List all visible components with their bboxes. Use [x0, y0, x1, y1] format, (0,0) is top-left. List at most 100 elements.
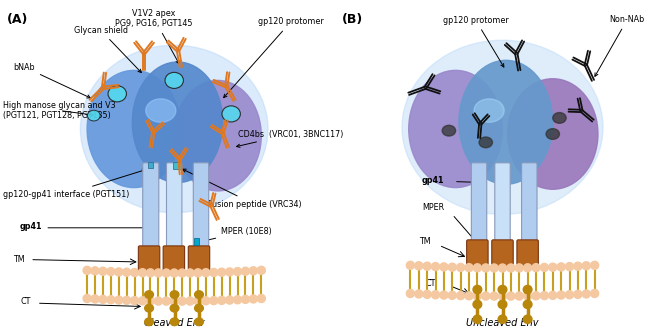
Ellipse shape — [498, 315, 507, 323]
Circle shape — [423, 290, 431, 298]
Text: MPER (10E8): MPER (10E8) — [204, 227, 272, 242]
Ellipse shape — [508, 79, 598, 189]
Ellipse shape — [473, 315, 482, 323]
FancyBboxPatch shape — [188, 246, 210, 273]
Circle shape — [91, 295, 99, 303]
Ellipse shape — [459, 60, 553, 184]
Ellipse shape — [146, 99, 176, 122]
Circle shape — [540, 263, 548, 271]
Ellipse shape — [553, 113, 566, 123]
Circle shape — [107, 296, 115, 304]
Circle shape — [178, 269, 186, 277]
FancyBboxPatch shape — [166, 163, 182, 248]
Circle shape — [465, 264, 473, 272]
Circle shape — [194, 297, 202, 305]
FancyBboxPatch shape — [472, 163, 486, 243]
Circle shape — [565, 263, 574, 271]
Circle shape — [194, 269, 202, 277]
Circle shape — [440, 263, 448, 271]
Circle shape — [154, 269, 162, 277]
Circle shape — [234, 268, 242, 276]
Circle shape — [507, 264, 515, 272]
Circle shape — [241, 295, 249, 304]
Circle shape — [123, 268, 131, 276]
Ellipse shape — [473, 285, 482, 294]
Circle shape — [210, 296, 218, 305]
Ellipse shape — [498, 300, 507, 309]
Circle shape — [431, 291, 440, 299]
FancyBboxPatch shape — [492, 240, 513, 268]
Circle shape — [178, 297, 186, 305]
Circle shape — [557, 291, 565, 299]
Circle shape — [482, 264, 490, 272]
Circle shape — [147, 269, 155, 277]
Circle shape — [202, 269, 210, 277]
FancyBboxPatch shape — [143, 163, 159, 248]
Text: (A): (A) — [7, 13, 28, 26]
Circle shape — [423, 262, 431, 270]
Circle shape — [473, 292, 481, 300]
Circle shape — [210, 268, 218, 276]
Ellipse shape — [170, 318, 179, 326]
FancyBboxPatch shape — [522, 163, 537, 243]
Ellipse shape — [108, 86, 127, 102]
Ellipse shape — [523, 300, 532, 309]
Text: Glycan shield: Glycan shield — [74, 26, 141, 73]
Text: bNAb: bNAb — [13, 63, 90, 98]
Ellipse shape — [523, 315, 532, 323]
Circle shape — [226, 268, 234, 276]
Circle shape — [431, 263, 440, 271]
Ellipse shape — [80, 45, 268, 213]
FancyBboxPatch shape — [494, 163, 511, 243]
FancyBboxPatch shape — [138, 246, 159, 273]
Ellipse shape — [145, 305, 153, 312]
Text: (B): (B) — [342, 13, 363, 26]
Circle shape — [170, 269, 178, 277]
Circle shape — [406, 289, 414, 297]
Ellipse shape — [222, 106, 241, 122]
Text: V1V2 apex
PG9, PG16, PGT145: V1V2 apex PG9, PG16, PGT145 — [115, 9, 193, 64]
Text: gp120 protomer: gp120 protomer — [224, 17, 324, 97]
Text: gp41: gp41 — [422, 177, 445, 185]
Circle shape — [83, 266, 91, 274]
Ellipse shape — [194, 291, 203, 298]
Ellipse shape — [474, 99, 505, 122]
Ellipse shape — [170, 291, 179, 298]
Ellipse shape — [498, 285, 507, 294]
Ellipse shape — [170, 305, 179, 312]
Circle shape — [99, 267, 107, 275]
Text: TM: TM — [419, 237, 430, 246]
Bar — [173, 162, 181, 169]
Circle shape — [123, 296, 131, 305]
Circle shape — [565, 291, 574, 299]
Ellipse shape — [133, 62, 222, 183]
Circle shape — [162, 269, 170, 277]
Circle shape — [549, 263, 557, 271]
Circle shape — [91, 267, 99, 275]
Circle shape — [415, 262, 423, 270]
Ellipse shape — [194, 318, 203, 326]
Circle shape — [406, 261, 414, 269]
Circle shape — [591, 261, 599, 269]
Text: gp120 protomer: gp120 protomer — [443, 16, 509, 67]
Circle shape — [162, 297, 170, 305]
Circle shape — [186, 269, 194, 277]
Circle shape — [186, 297, 194, 305]
Circle shape — [170, 297, 178, 305]
Circle shape — [234, 296, 242, 304]
Bar — [148, 162, 153, 168]
Ellipse shape — [523, 285, 532, 294]
Circle shape — [249, 295, 257, 303]
Circle shape — [257, 294, 265, 303]
Circle shape — [115, 268, 123, 276]
Bar — [194, 238, 199, 245]
Ellipse shape — [409, 70, 502, 188]
Circle shape — [515, 292, 523, 300]
Circle shape — [574, 262, 582, 270]
Circle shape — [457, 291, 465, 299]
Text: High manose glycan and V3
(PGT121, PGT128, PGT135): High manose glycan and V3 (PGT121, PGT12… — [3, 101, 116, 120]
Text: Uncleaved Env: Uncleaved Env — [466, 318, 539, 328]
FancyBboxPatch shape — [193, 163, 209, 248]
Circle shape — [440, 291, 448, 299]
Ellipse shape — [442, 125, 456, 136]
